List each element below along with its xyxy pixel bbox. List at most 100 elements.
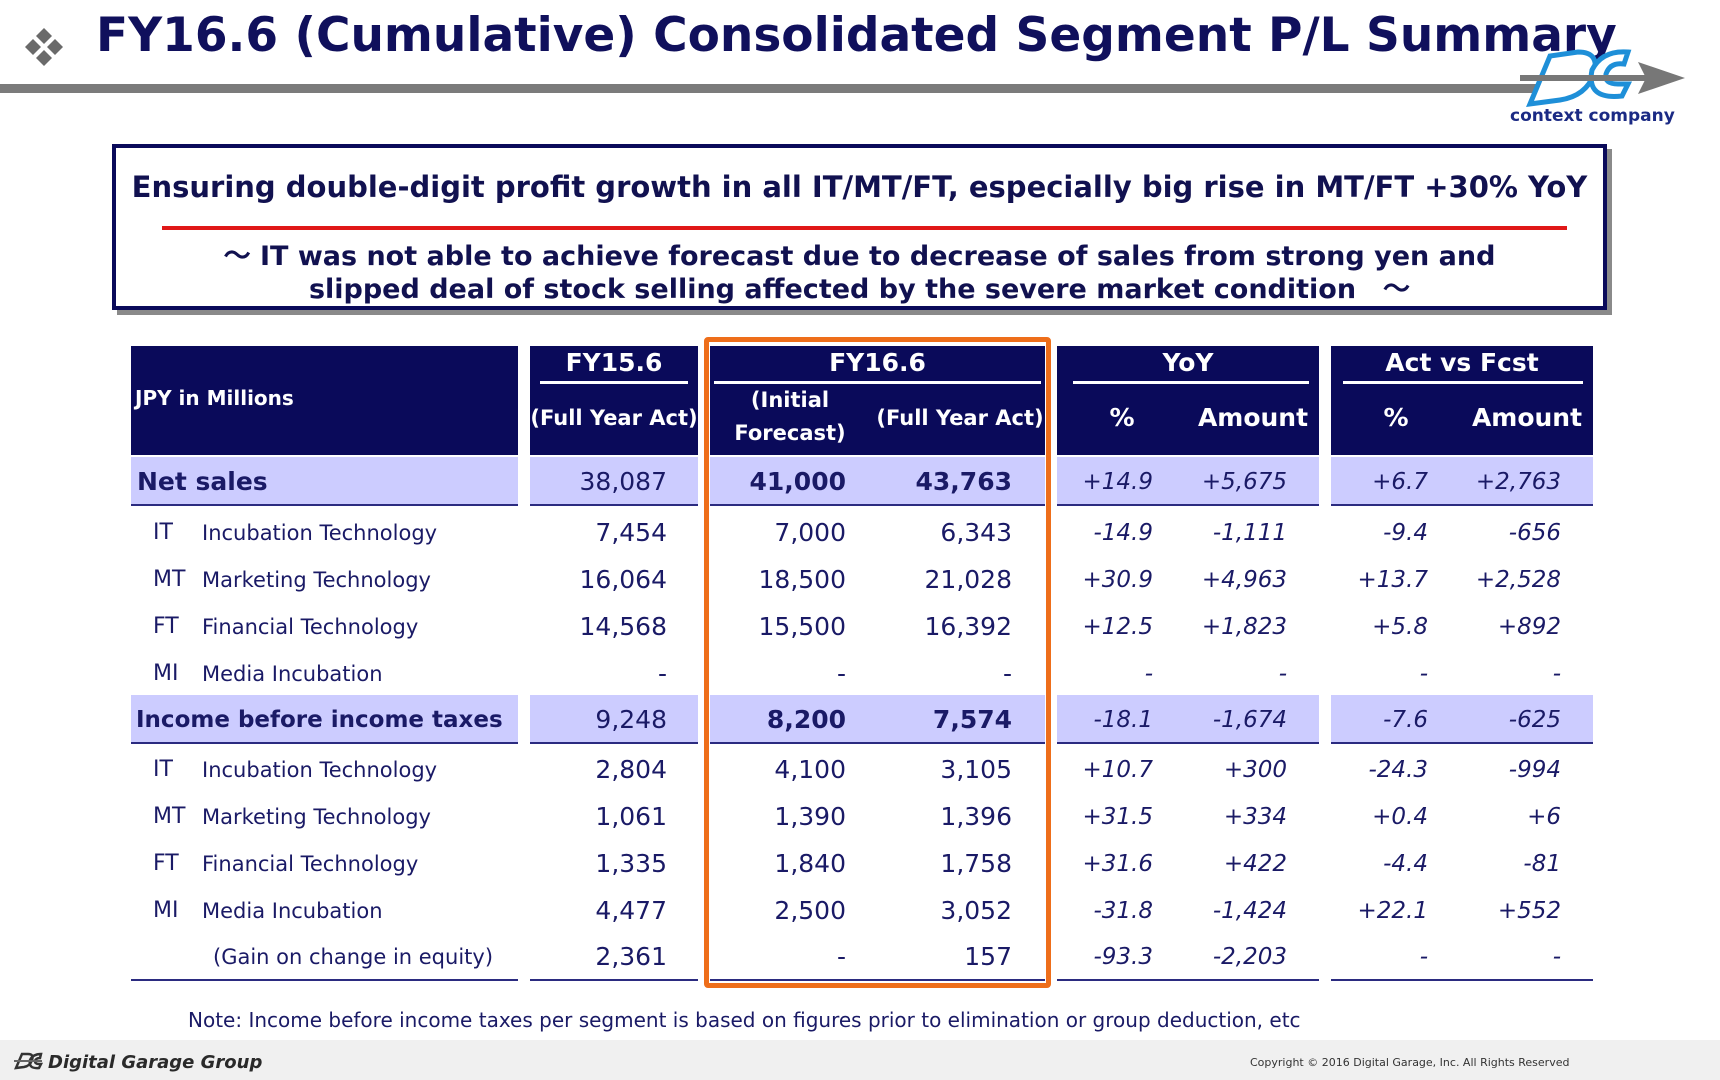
- table-cell-yoy-amt: -1,424: [1212, 898, 1287, 924]
- segment-code: IT: [153, 757, 173, 782]
- table-cell-yoy-pct: +30.9: [1082, 567, 1153, 593]
- table-cell-vs-pct: +6.7: [1372, 469, 1428, 495]
- table-cell-vs-amt: -81: [1523, 851, 1561, 877]
- table-cell-fy15: 14,568: [579, 612, 667, 641]
- footer-brand: Digital Garage Group: [48, 1052, 263, 1073]
- table-cell-yoy-amt: +1,823: [1201, 614, 1287, 640]
- header-underline: [540, 381, 688, 384]
- header-unit-cell: JPY in Millions: [131, 346, 518, 455]
- header-yoy: YoY % Amount: [1057, 346, 1319, 455]
- table-cell-vs-amt: +552: [1497, 898, 1561, 924]
- table-cell-fcst: 2,500: [774, 896, 846, 925]
- dg-logo-icon: [1520, 49, 1685, 108]
- table-cell-act: 43,763: [915, 467, 1012, 496]
- table-cell-yoy-amt: +4,963: [1201, 567, 1287, 593]
- group-label-act-vs-fcst: Act vs Fcst: [1385, 348, 1539, 377]
- table-cell-fcst: 8,200: [766, 705, 846, 734]
- table-cell-vs-pct: +5.8: [1372, 614, 1428, 640]
- segment-code: MT: [153, 804, 186, 829]
- table-cell-yoy-pct: -: [1144, 661, 1153, 687]
- table-cell-fy15: 16,064: [579, 565, 667, 594]
- table-cell-yoy-pct: +14.9: [1082, 469, 1153, 495]
- row-band: [131, 457, 518, 504]
- subheader-yoy-pct: %: [1109, 403, 1135, 432]
- table-cell-vs-pct: -24.3: [1368, 757, 1428, 783]
- segment-code: FT: [153, 614, 179, 639]
- table-cell-yoy-amt: +422: [1223, 851, 1287, 877]
- logo-tagline: context company: [1510, 106, 1675, 126]
- table-cell-act: 16,392: [924, 612, 1012, 641]
- title-rule: [0, 84, 1560, 93]
- table-cell-act: -: [1002, 659, 1012, 688]
- subheader-fy15-act: (Full Year Act): [530, 406, 698, 430]
- table-cell-fcst: 7,000: [774, 518, 846, 547]
- row-divider: [1057, 504, 1319, 506]
- table-cell-fy15: 38,087: [579, 467, 667, 496]
- row-band: [1057, 457, 1319, 504]
- table-cell-vs-pct: +13.7: [1357, 567, 1428, 593]
- segment-code: MI: [153, 661, 179, 686]
- key-message-sub-line2: slipped deal of stock selling affected b…: [308, 274, 1411, 305]
- table-cell-act: 6,343: [940, 518, 1012, 547]
- table-cell-vs-pct: -7.6: [1383, 707, 1428, 733]
- table-cell-yoy-pct: +12.5: [1082, 614, 1153, 640]
- table-cell-yoy-amt: -: [1278, 661, 1287, 687]
- key-message-sub: ～ IT was not able to achieve forecast du…: [116, 240, 1603, 306]
- row-label: Income before income taxes: [136, 707, 503, 733]
- table-cell-vs-pct: -4.4: [1383, 851, 1428, 877]
- group-label-fy15: FY15.6: [565, 348, 663, 377]
- table-cell-vs-pct: -: [1419, 944, 1428, 970]
- segment-name: Media Incubation: [202, 662, 383, 686]
- segment-code: IT: [153, 520, 173, 545]
- header-fy15: FY15.6 (Full Year Act): [530, 346, 698, 455]
- row-label: (Gain on change in equity): [213, 945, 494, 969]
- group-label-yoy: YoY: [1162, 348, 1214, 377]
- table-cell-vs-amt: +892: [1497, 614, 1561, 640]
- group-label-fy16: FY16.6: [829, 348, 926, 377]
- row-divider: [530, 504, 698, 506]
- segment-name: Financial Technology: [202, 852, 419, 876]
- row-divider: [710, 504, 1045, 506]
- table-cell-vs-amt: +2,528: [1475, 567, 1561, 593]
- table-cell-yoy-amt: -1,111: [1212, 520, 1287, 546]
- key-message-divider: [162, 226, 1567, 230]
- subheader-fy16-fcst-line2: Forecast): [734, 421, 846, 445]
- segment-name: Marketing Technology: [202, 805, 431, 829]
- table-cell-yoy-pct: -18.1: [1093, 707, 1153, 733]
- table-cell-vs-pct: +0.4: [1372, 804, 1428, 830]
- unit-label: JPY in Millions: [135, 386, 294, 410]
- segment-name: Incubation Technology: [202, 758, 438, 782]
- table-cell-fcst: 41,000: [749, 467, 846, 496]
- table-cell-fcst: 18,500: [758, 565, 846, 594]
- table-cell-fy15: 7,454: [595, 518, 667, 547]
- row-divider: [1331, 979, 1593, 981]
- table-cell-yoy-amt: +5,675: [1201, 469, 1287, 495]
- page-title: FY16.6 (Cumulative) Consolidated Segment…: [96, 8, 1617, 63]
- table-cell-fcst: 15,500: [758, 612, 846, 641]
- table-cell-fcst: -: [836, 659, 846, 688]
- table-cell-act: 1,758: [940, 849, 1012, 878]
- subheader-fy16-fcst-line1: (Initial: [750, 388, 830, 412]
- table-cell-yoy-amt: +300: [1223, 757, 1287, 783]
- row-band: [710, 695, 1045, 742]
- table-cell-vs-amt: -: [1552, 944, 1561, 970]
- table-cell-yoy-pct: -14.9: [1093, 520, 1153, 546]
- table-cell-fy15: 2,804: [595, 755, 667, 784]
- table-cell-fy15: 4,477: [595, 896, 667, 925]
- subheader-fy16-act: (Full Year Act): [876, 406, 1044, 430]
- row-band: [1331, 457, 1593, 504]
- key-message-box: Ensuring double-digit profit growth in a…: [112, 144, 1607, 310]
- table-cell-yoy-pct: -31.8: [1093, 898, 1153, 924]
- header-act-vs-fcst: Act vs Fcst % Amount: [1331, 346, 1593, 455]
- table-cell-vs-pct: -: [1419, 661, 1428, 687]
- key-message-sub-line1: ～ IT was not able to achieve forecast du…: [223, 241, 1496, 272]
- segment-code: FT: [153, 851, 179, 876]
- row-divider: [1331, 504, 1593, 506]
- subheader-fcst-amount: Amount: [1471, 403, 1583, 432]
- segment-code: MT: [153, 567, 186, 592]
- subheader-yoy-amount: Amount: [1197, 403, 1309, 432]
- segment-name: Incubation Technology: [202, 521, 438, 545]
- table-cell-vs-amt: +6: [1527, 804, 1561, 830]
- table-cell-yoy-amt: -1,674: [1212, 707, 1287, 733]
- table-cell-fy15: 1,061: [595, 802, 667, 831]
